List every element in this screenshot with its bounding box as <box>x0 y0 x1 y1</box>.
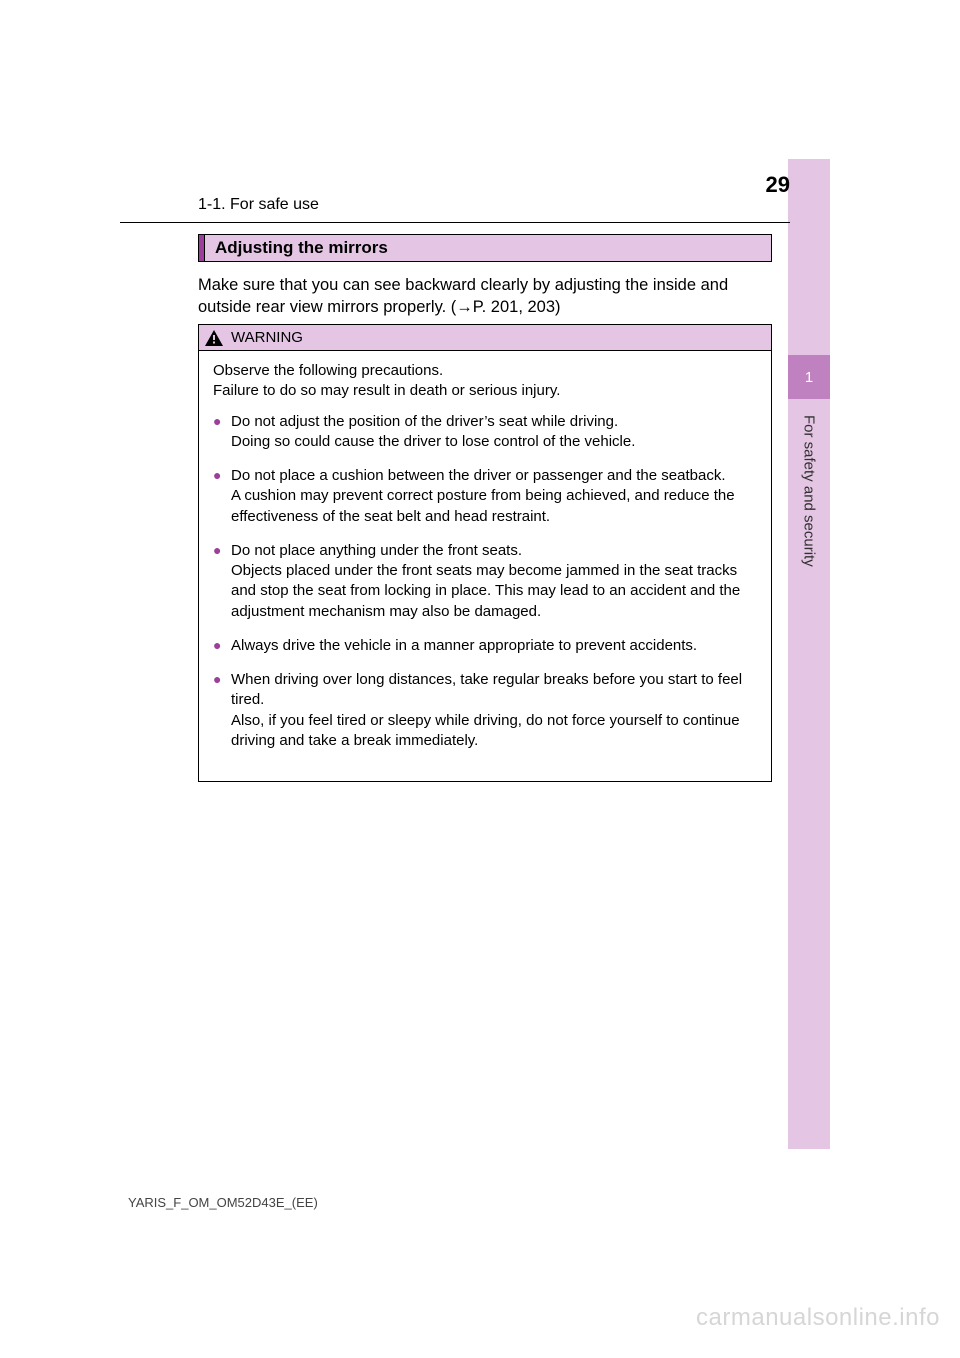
warning-icon <box>205 330 223 346</box>
warning-bullet: When driving over long distances, take r… <box>213 670 757 751</box>
section-heading-bar: Adjusting the mirrors <box>198 234 772 262</box>
footer-doc-code: YARIS_F_OM_OM52D43E_(EE) <box>128 1195 318 1210</box>
side-tab-label-text: For safety and security <box>801 415 818 567</box>
side-tab-strip <box>788 159 830 1149</box>
warning-bullet-list: Do not adjust the position of the driver… <box>213 412 757 752</box>
warning-heading: WARNING <box>199 325 771 351</box>
watermark: carmanualsonline.info <box>696 1304 940 1332</box>
warning-bullet: Do not adjust the position of the driver… <box>213 412 757 453</box>
warning-intro: Observe the following precautions. Failu… <box>213 361 757 402</box>
side-tab-label: For safety and security <box>788 415 830 615</box>
header-rule <box>120 222 790 223</box>
section-intro-text: Make sure that you can see backward clea… <box>198 274 772 319</box>
warning-box: WARNING Observe the following precaution… <box>198 324 772 782</box>
warning-bullet: Always drive the vehicle in a manner app… <box>213 636 757 656</box>
warning-body: Observe the following precautions. Failu… <box>199 351 771 781</box>
section-title: Adjusting the mirrors <box>205 238 388 258</box>
side-tab-chapter-number: 1 <box>788 355 830 399</box>
page-number: 29 <box>766 172 790 198</box>
breadcrumb: 1-1. For safe use <box>198 196 319 214</box>
manual-page: 1 For safety and security 29 1-1. For sa… <box>0 0 960 1358</box>
warning-bullet: Do not place anything under the front se… <box>213 541 757 622</box>
warning-bullet: Do not place a cushion between the drive… <box>213 466 757 527</box>
warning-label: WARNING <box>231 329 303 346</box>
